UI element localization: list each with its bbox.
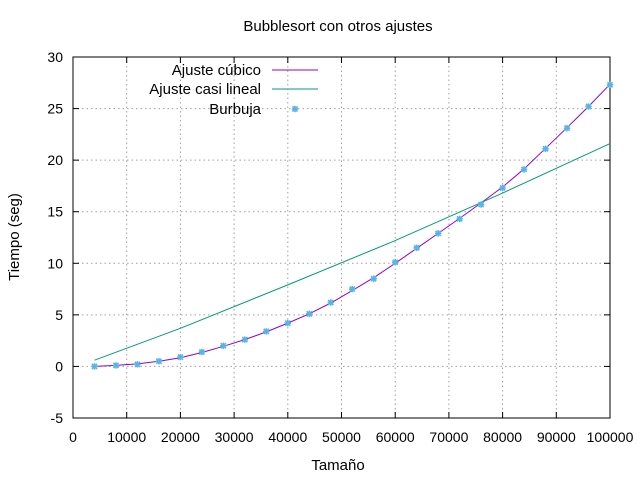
data-point [198,348,206,356]
data-point [241,336,249,343]
data-point [542,145,549,152]
chart-title: Bubblesort con otros ajustes [243,18,432,35]
series-2 [94,143,611,361]
legend-entry-2: Ajuste casi lineal [149,81,318,98]
data-point [606,81,614,89]
series-1 [94,83,611,367]
data-point [456,215,463,223]
x-tick-label: 30000 [215,429,254,445]
data-point [499,184,506,192]
series-3 [91,81,614,370]
x-tick-labels: 0 10000 20000 30000 40000 50000 60000 70000 8000… [69,429,633,445]
grid [73,57,610,418]
data-point [327,299,334,306]
y-tick-label: -5 [51,410,64,426]
data-point [306,310,313,318]
data-point [434,230,442,237]
x-tick-label: 80000 [483,429,522,445]
legend-label: Ajuste casi lineal [149,81,261,98]
data-point [413,244,420,252]
data-point [177,353,184,361]
data-point [91,363,98,370]
x-tick-label: 70000 [429,429,468,445]
legend: Ajuste cúbico Ajuste casi lineal Burbuja [149,62,318,118]
x-tick-label: 20000 [161,429,200,445]
x-tick-label: 40000 [268,429,307,445]
data-point [477,201,485,208]
y-axis-label: Tiempo (seg) [6,193,23,281]
legend-entry-3: Burbuja [209,101,299,118]
x-axis-label: Tamaño [311,457,364,474]
y-tick-label: 25 [47,101,63,117]
data-point [134,361,141,368]
data-point [370,275,377,282]
y-tick-label: 30 [47,49,63,65]
series-line [94,83,611,367]
data-point [155,358,163,365]
y-tick-label: 0 [55,358,63,374]
data-point [220,342,227,349]
x-tick-label: 0 [69,429,77,445]
data-point [520,166,528,173]
data-point [349,285,356,293]
data-point [284,319,291,327]
series-line [94,143,611,361]
x-tick-label: 100000 [587,429,634,445]
legend-label: Burbuja [209,101,261,118]
y-tick-label: 20 [47,152,63,168]
x-tick-label: 60000 [376,429,415,445]
x-tick-label: 90000 [537,429,576,445]
x-tick-label: 50000 [322,429,361,445]
data-point [392,259,399,266]
legend-swatch [291,105,299,113]
ticks [72,56,611,419]
x-tick-label: 10000 [107,429,146,445]
data-point [112,362,120,369]
data-point [563,124,571,132]
y-tick-label: 10 [47,255,63,271]
y-tick-label: 5 [55,307,63,323]
legend-entry-1: Ajuste cúbico [172,62,318,79]
legend-label: Ajuste cúbico [172,62,261,79]
y-tick-labels: -5 0 5 10 15 20 25 30 [47,49,63,426]
data-point [263,328,270,335]
series-layer [91,81,614,370]
y-tick-label: 15 [47,204,63,220]
data-point [585,103,592,110]
